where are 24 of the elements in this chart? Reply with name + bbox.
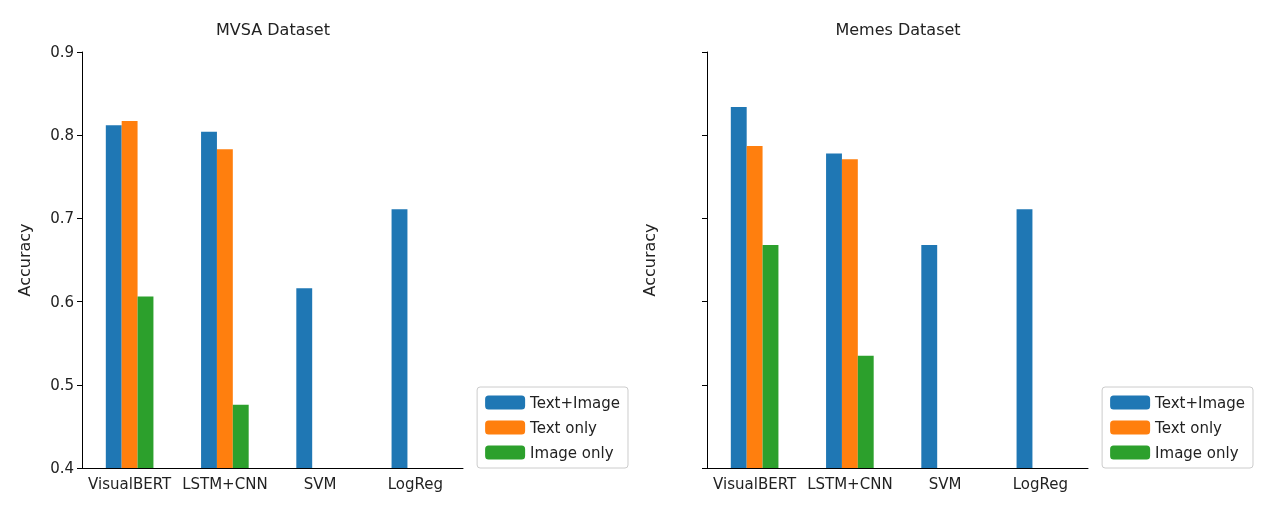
y-tick-label: 0.6 — [50, 292, 74, 311]
x-tick-label: LSTM+CNN — [182, 474, 268, 493]
legend-label: Image only — [530, 443, 614, 462]
x-tick-label: SVM — [928, 474, 962, 493]
legend-label: Text+Image — [1154, 393, 1246, 412]
y-tick-label: 0.7 — [50, 209, 74, 228]
y-axis-title: Accuracy — [14, 223, 34, 297]
y-tick-label: 0.9 — [50, 43, 74, 61]
x-tick-label: SVM — [303, 474, 337, 493]
x-tick-label: LSTM+CNN — [807, 474, 893, 493]
legend-label: Text only — [529, 418, 598, 437]
legend-label: Text only — [1154, 418, 1223, 437]
x-tick-label: VisualBERT — [713, 474, 797, 493]
x-tick-label: LogReg — [1012, 474, 1069, 493]
y-axis-title: Accuracy — [639, 223, 659, 297]
legend-label: Text+Image — [529, 393, 621, 412]
chart-title: MVSA Dataset — [216, 19, 330, 39]
y-tick-label: 0.4 — [50, 459, 74, 477]
x-tick-label: VisualBERT — [88, 474, 172, 493]
chart-title: Memes Dataset — [835, 19, 961, 39]
y-tick-label: 0.5 — [50, 375, 74, 394]
legend-label: Image only — [1155, 443, 1239, 462]
x-tick-label: LogReg — [387, 474, 444, 493]
y-tick-label: 0.8 — [50, 126, 74, 145]
